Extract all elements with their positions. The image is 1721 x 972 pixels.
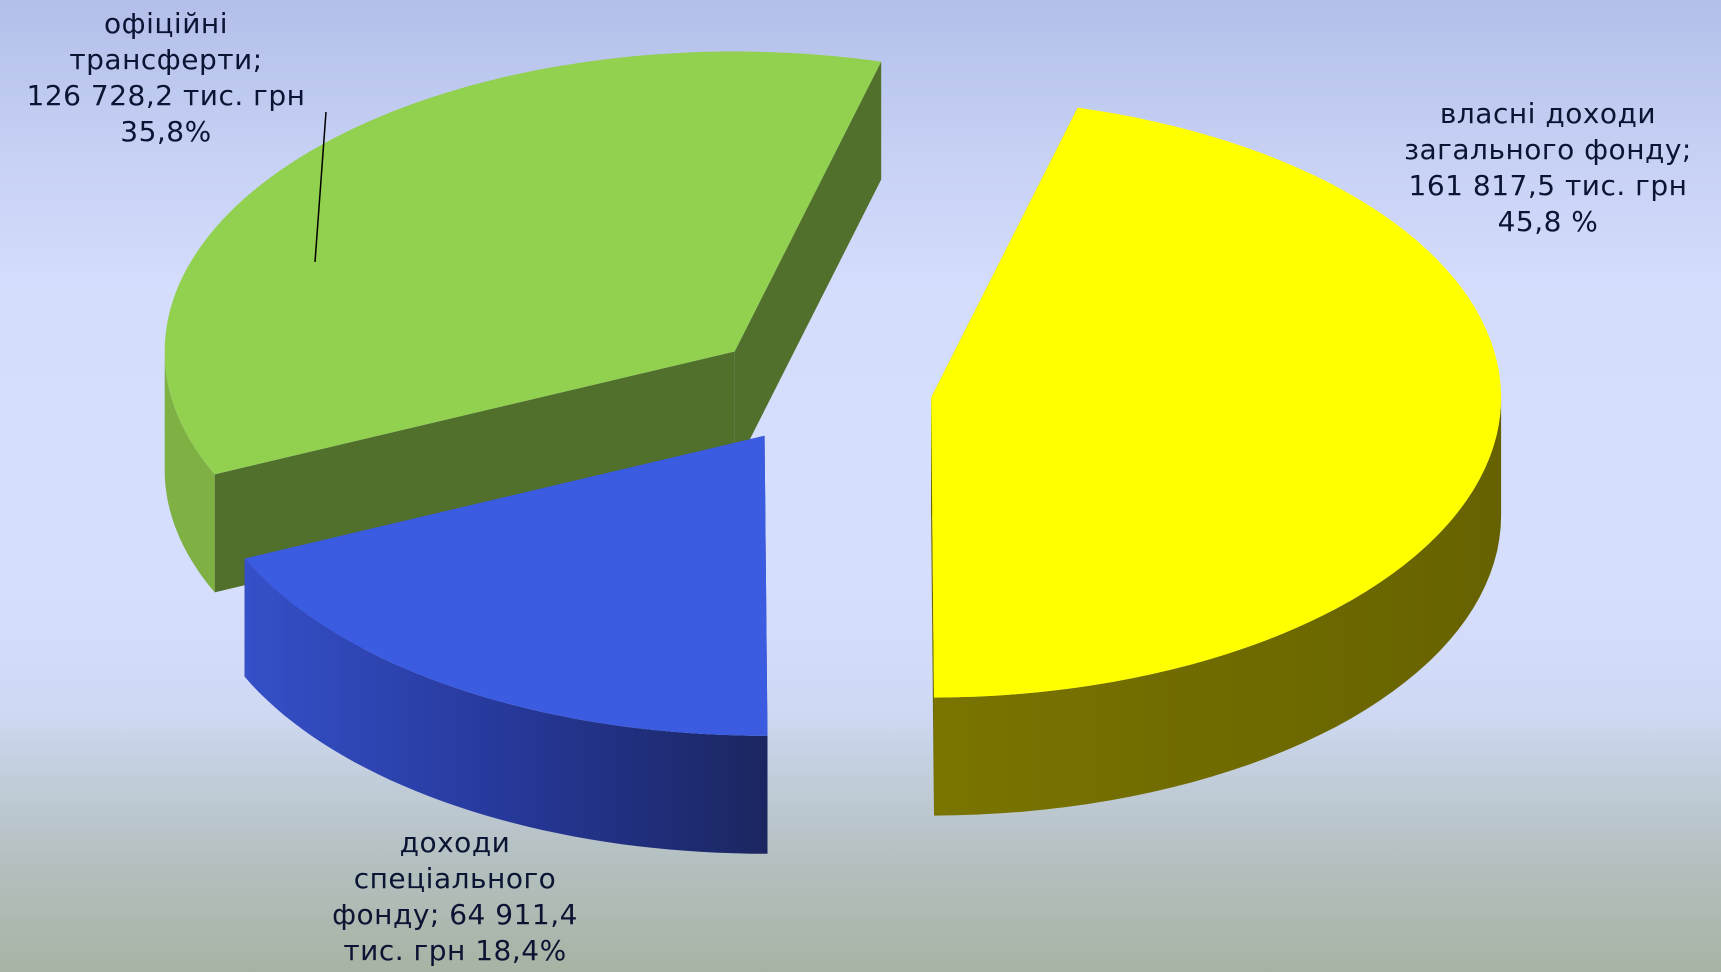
slice-rim-transfers <box>164 351 215 593</box>
slice-rim-own-revenue <box>934 397 1502 816</box>
slice-top-own-revenue <box>931 107 1501 698</box>
slice-rim-special-fund <box>244 558 768 854</box>
pie-slice-own-revenue <box>931 107 1502 816</box>
slice-side-own-revenue-1 <box>931 397 934 816</box>
pie-slice-special-fund <box>244 435 768 854</box>
pie-slice-transfers <box>164 51 882 593</box>
slice-top-special-fund <box>244 435 768 736</box>
data-label-special-fund: доходи спеціального фонду; 64 911,4 тис.… <box>332 826 578 967</box>
slice-top-transfers <box>164 51 882 475</box>
data-label-transfers: офіційні трансферти; 126 728,2 тис. грн … <box>26 7 306 148</box>
slice-side-transfers-0 <box>214 351 735 593</box>
leader-line-transfers <box>314 111 327 263</box>
data-label-own-revenue: власні доходи загального фонду; 161 817,… <box>1404 97 1692 238</box>
slice-side-transfers-1 <box>734 61 882 470</box>
